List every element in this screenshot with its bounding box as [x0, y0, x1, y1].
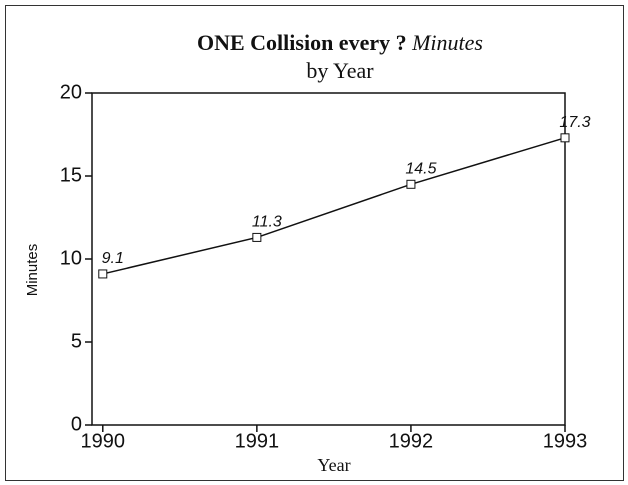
frame — [5, 5, 624, 481]
y-tick-label: 0 — [71, 413, 82, 435]
title-unit: Minutes — [411, 30, 483, 55]
y-axis-label: Minutes — [24, 244, 41, 297]
marker — [560, 133, 570, 143]
data-label: 17.3 — [559, 114, 590, 131]
data-label: 14.5 — [405, 161, 436, 178]
x-axis-label: Year — [317, 455, 350, 475]
chart-title: ONE Collision every ? Minutes — [197, 30, 483, 55]
y-tick-label: 5 — [71, 330, 82, 352]
title-main: ONE Collision every ? — [197, 30, 407, 55]
x-tick-label: 1992 — [389, 430, 434, 452]
y-tick-label: 20 — [60, 81, 82, 103]
marker — [252, 232, 262, 242]
data-label: 9.1 — [102, 250, 124, 267]
marker — [98, 269, 108, 279]
data-label: 11.3 — [252, 214, 282, 231]
x-tick-label: 1993 — [543, 430, 588, 452]
y-tick-label: 15 — [60, 164, 82, 186]
x-tick-label: 1991 — [235, 430, 280, 452]
y-tick-label: 10 — [60, 247, 82, 269]
chart-subtitle: by Year — [306, 58, 374, 83]
marker — [406, 179, 416, 189]
data-line — [102, 137, 566, 275]
x-tick-label: 1990 — [81, 430, 126, 452]
